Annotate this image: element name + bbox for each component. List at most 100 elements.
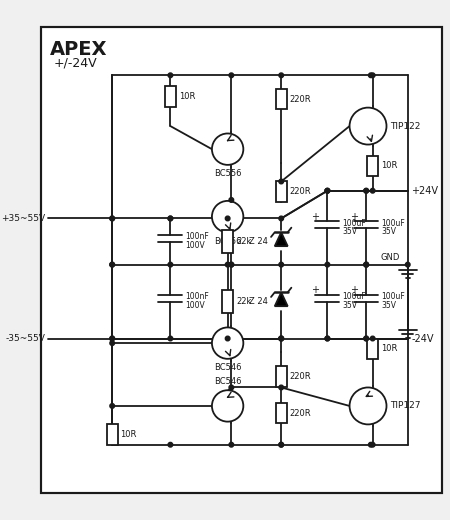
Circle shape [364,188,369,193]
Bar [367,339,378,359]
Circle shape [110,262,114,267]
Circle shape [212,390,243,422]
Text: 35V: 35V [342,301,357,310]
Text: APEX: APEX [50,40,108,59]
Circle shape [110,404,114,408]
Circle shape [229,385,234,390]
Circle shape [279,262,284,267]
Circle shape [110,216,114,221]
Circle shape [325,262,330,267]
Circle shape [364,262,369,267]
Text: 10R: 10R [381,344,397,353]
Text: 10R: 10R [381,161,397,170]
Text: GND: GND [381,253,400,262]
Text: 100uF: 100uF [381,292,405,302]
Circle shape [168,216,173,221]
Text: BC556: BC556 [214,237,241,246]
Text: 220R: 220R [289,95,311,104]
Circle shape [279,179,284,184]
Circle shape [229,443,234,447]
Bar [107,424,118,445]
Text: +35~55V: +35~55V [1,214,46,223]
Circle shape [168,216,173,221]
Circle shape [325,188,330,193]
Circle shape [325,188,330,193]
Circle shape [279,336,284,341]
Text: -24V: -24V [411,333,434,344]
Circle shape [279,443,284,447]
Circle shape [229,198,234,202]
Circle shape [364,336,369,341]
Text: 100V: 100V [185,241,205,250]
Circle shape [364,188,369,193]
Bar [276,366,287,386]
Circle shape [325,336,330,341]
Text: 10R: 10R [121,430,137,439]
Text: 100uF: 100uF [342,292,366,302]
Circle shape [369,443,373,447]
Text: +: + [311,212,320,222]
Circle shape [279,73,284,77]
Circle shape [229,262,234,267]
Circle shape [279,336,284,341]
Text: BC546: BC546 [214,363,241,372]
Circle shape [229,262,234,267]
Circle shape [168,262,173,267]
Circle shape [168,73,173,77]
Bar [165,86,176,107]
Circle shape [110,336,114,341]
Text: 22k: 22k [236,297,252,306]
Circle shape [364,262,369,267]
Text: +: + [311,285,320,295]
Text: 220R: 220R [289,372,311,381]
Circle shape [279,336,284,341]
Circle shape [279,216,284,221]
Text: 100nF: 100nF [185,292,209,302]
Text: 35V: 35V [342,227,357,236]
Bar [222,230,233,253]
Circle shape [110,336,114,341]
Circle shape [350,108,387,145]
Polygon shape [275,292,288,306]
Bar [276,403,287,423]
Text: 22k: 22k [236,237,252,246]
Text: 100V: 100V [185,301,205,310]
Circle shape [405,262,410,267]
Circle shape [110,216,114,221]
Text: TIP122: TIP122 [390,122,421,131]
Circle shape [370,443,375,447]
Text: BC546: BC546 [214,376,241,386]
Text: 100nF: 100nF [185,232,209,241]
Circle shape [370,188,375,193]
Text: 100uF: 100uF [342,218,366,228]
Circle shape [212,328,243,359]
Circle shape [325,188,330,193]
Text: Z 24: Z 24 [249,297,268,306]
Circle shape [110,262,114,267]
Circle shape [325,336,330,341]
Circle shape [369,73,373,77]
Text: 220R: 220R [289,187,311,196]
Text: +: + [350,285,358,295]
Polygon shape [275,232,288,246]
Bar [222,291,233,313]
Text: 220R: 220R [289,409,311,418]
Text: +/-24V: +/-24V [54,57,98,70]
Circle shape [229,73,234,77]
Text: 35V: 35V [381,227,396,236]
Circle shape [364,262,369,267]
Circle shape [168,336,173,341]
Circle shape [364,336,369,341]
Text: +24V: +24V [411,186,438,196]
Circle shape [212,201,243,232]
Circle shape [225,262,230,267]
Text: 35V: 35V [381,301,396,310]
Bar [367,155,378,176]
Text: 100uF: 100uF [381,218,405,228]
Circle shape [279,385,284,390]
Text: TIP127: TIP127 [390,401,421,410]
Bar [276,181,287,202]
Circle shape [370,73,375,77]
Circle shape [225,336,230,341]
Circle shape [168,443,173,447]
